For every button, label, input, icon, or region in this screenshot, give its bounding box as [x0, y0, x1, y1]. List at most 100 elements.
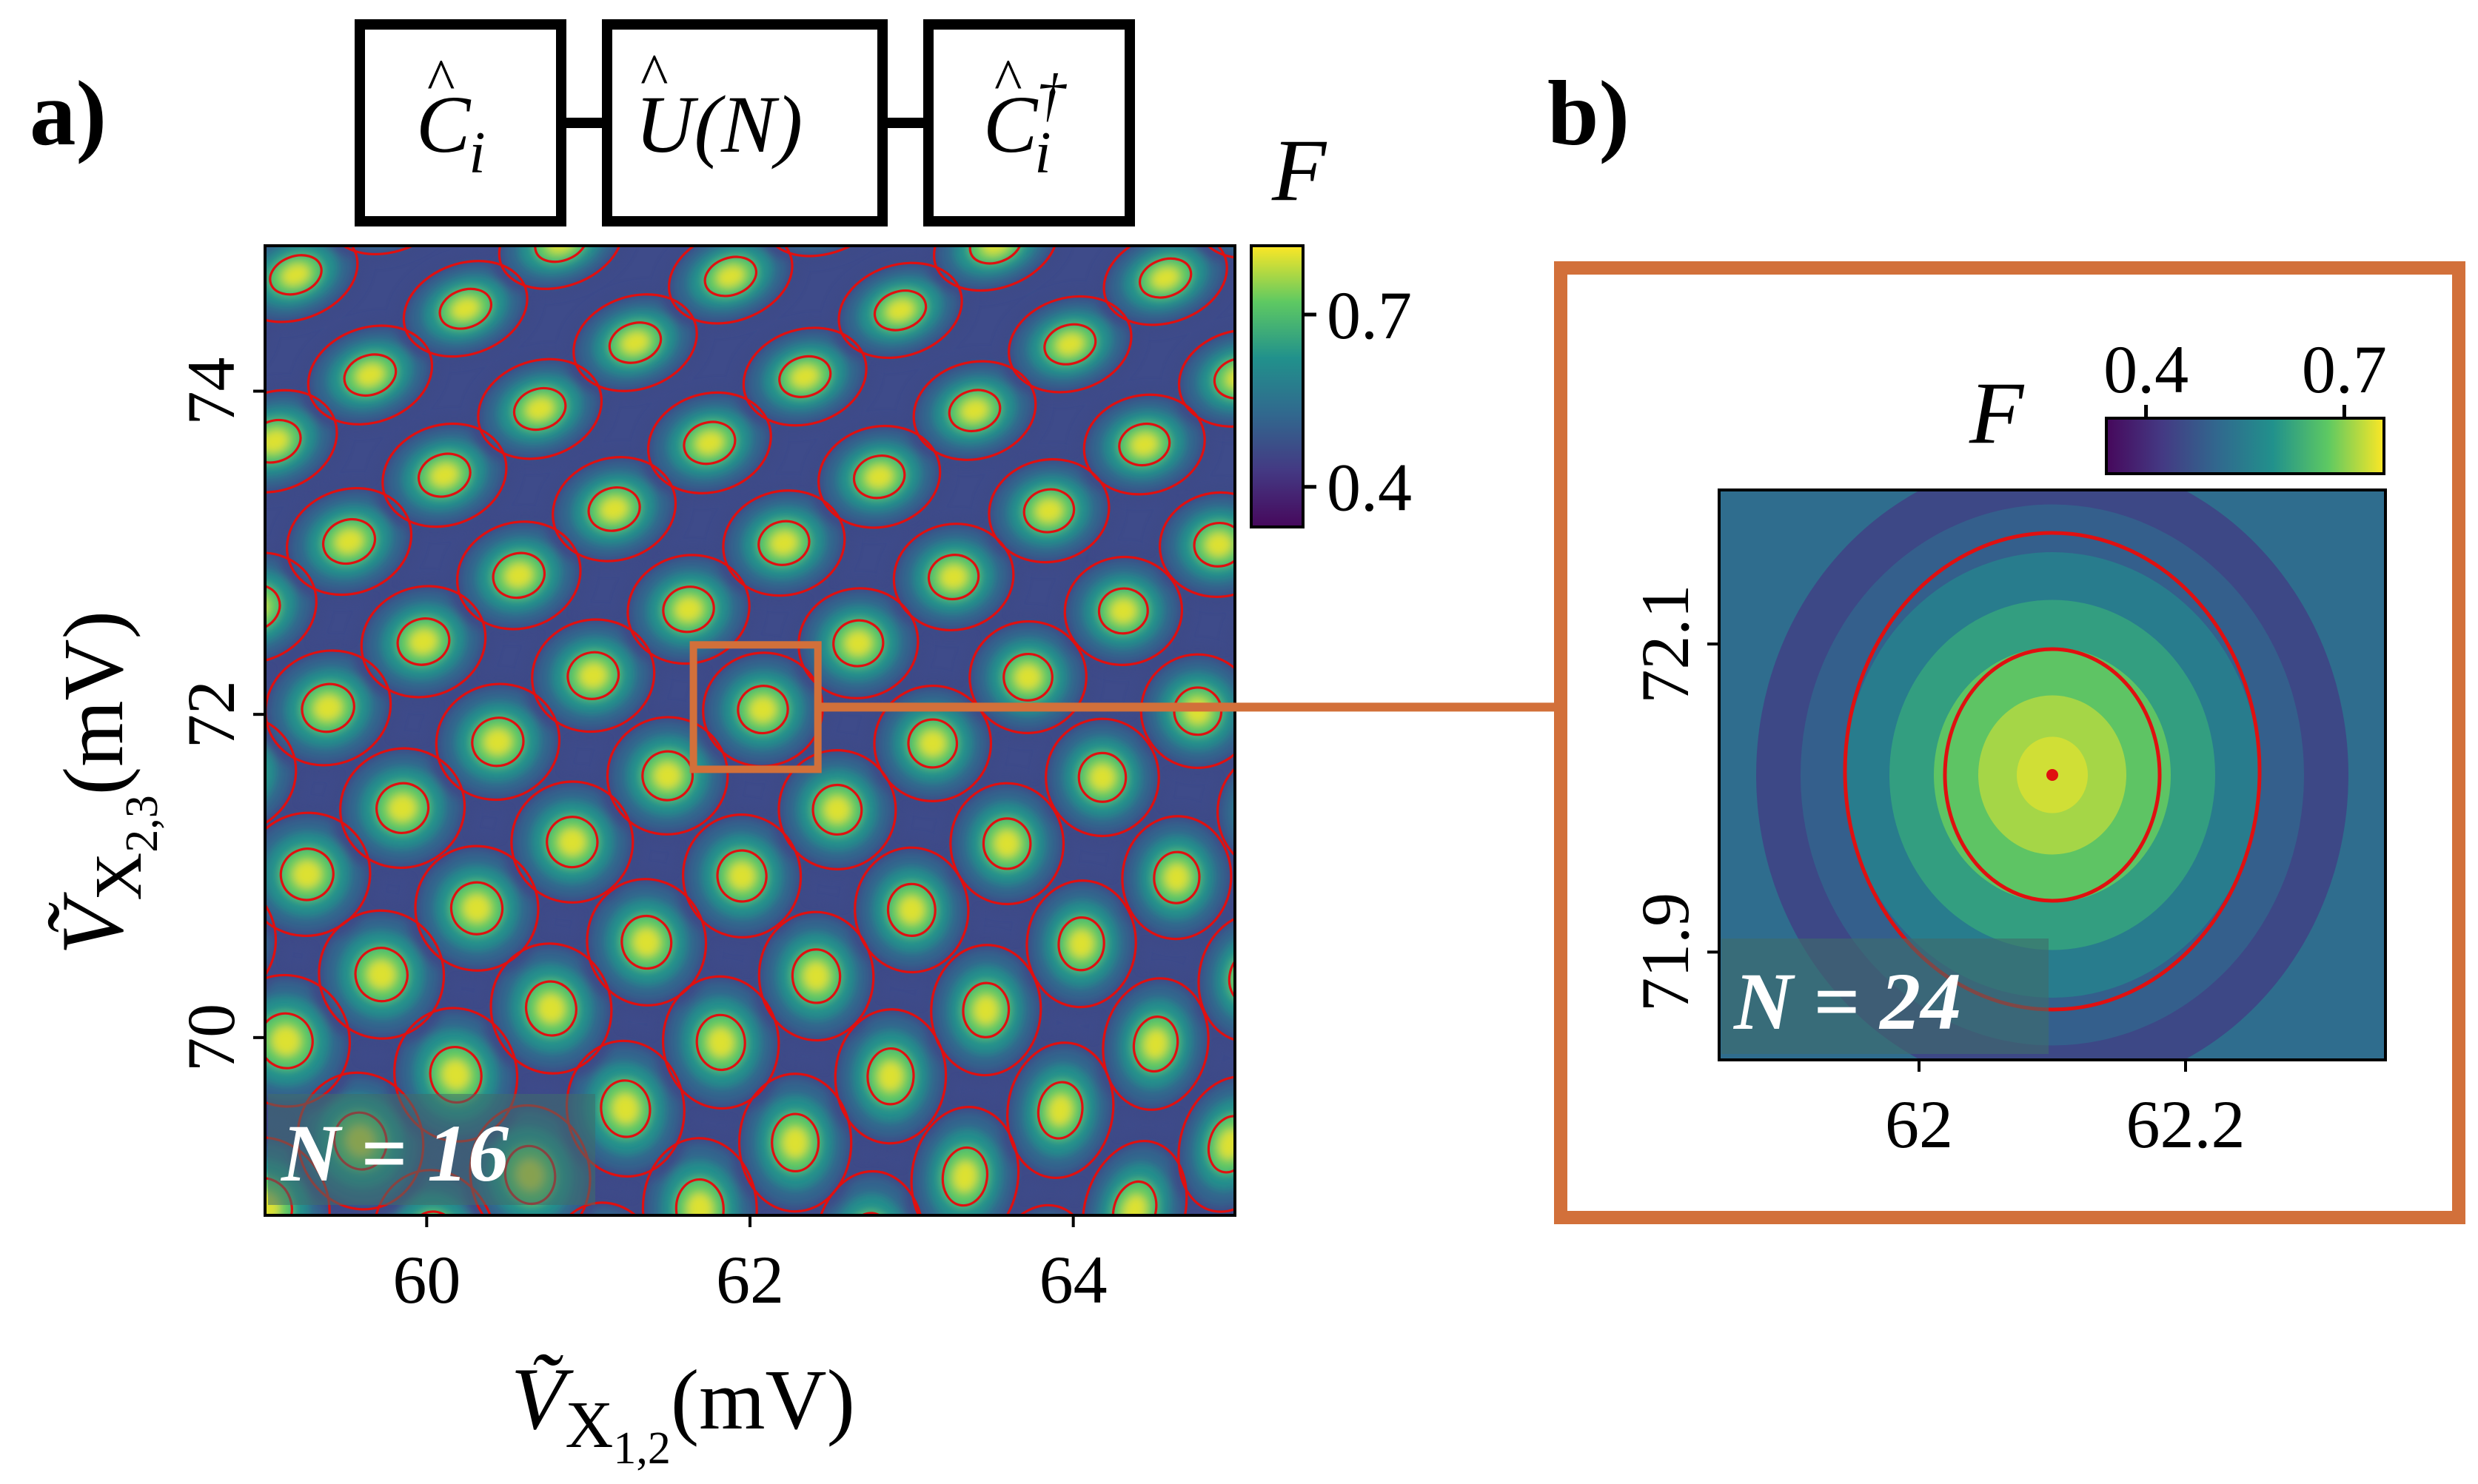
peak-glow [127, 460, 232, 556]
contour-outer [1232, 1160, 1376, 1329]
contour-outer [545, 1201, 664, 1215]
peak-glow [197, 740, 268, 808]
peak-glow [1218, 1129, 1235, 1160]
contour-outer [777, 749, 897, 870]
contour-inner [449, 881, 504, 936]
peak-glow [1280, 632, 1307, 658]
contour-outer [1197, 913, 1235, 1043]
contour-outer [834, 1008, 948, 1145]
contour-inner [1153, 850, 1201, 904]
contour-inner [265, 1012, 314, 1070]
contour-outer [814, 1169, 925, 1215]
contour-inner [1057, 916, 1105, 972]
contour-outer [1177, 1075, 1235, 1213]
contour-outer [477, 357, 603, 460]
contour-inner [608, 321, 663, 364]
contour-inner [492, 551, 546, 600]
circuit-box-c-dagger [923, 19, 1135, 226]
contour-inner [265, 418, 302, 464]
peak-glow [1014, 665, 1042, 690]
peak-glow [463, 894, 491, 922]
contour-inner [982, 817, 1032, 870]
contour-outer [402, 260, 529, 358]
contour-outer [1121, 815, 1233, 941]
peak-glow [135, 104, 307, 245]
peak-glow [1239, 592, 1348, 698]
contour-outer [1158, 491, 1235, 599]
x-tick-label-b: 62.2 [2126, 1087, 2246, 1162]
peak-glow [193, 922, 230, 959]
peak-glow [1279, 1024, 1371, 1132]
contour-outer [1234, 588, 1235, 702]
peak-glow [538, 993, 565, 1024]
contour-outer [510, 780, 634, 904]
peak-glow [130, 1232, 209, 1314]
peak-glow [1144, 1029, 1168, 1059]
contour-outer [817, 424, 942, 529]
peak-glow [109, 1210, 230, 1337]
contour-inner [343, 353, 398, 397]
operator-c: Ci [416, 79, 486, 186]
contour-inner [471, 716, 525, 768]
panel-b-label: b) [1547, 63, 1630, 165]
peak-glow [304, 1269, 375, 1346]
contour-inner [279, 847, 335, 902]
contour-outer [147, 114, 295, 235]
peak-glow [920, 731, 946, 756]
peak-glow [546, 246, 575, 253]
y-tick-label-a: 74 [173, 357, 249, 426]
peak-glow [590, 1258, 619, 1292]
contour-inner [811, 783, 863, 836]
peak-glow [1259, 797, 1285, 825]
peak-glow [205, 161, 238, 189]
n16-overlay-box [268, 1094, 595, 1205]
peak-glow [687, 1192, 713, 1215]
peak-glow [551, 1208, 658, 1215]
peak-glow [612, 1093, 639, 1124]
contour-outer [641, 1137, 758, 1215]
peak-glow [1227, 581, 1235, 709]
contour-inner [927, 554, 980, 601]
contour-outer [722, 489, 846, 597]
contour-inner [1022, 488, 1076, 534]
peak-glow [775, 167, 877, 252]
contour-inner [375, 782, 430, 834]
peak-glow [1238, 1166, 1370, 1322]
peak-glow [66, 1166, 273, 1381]
peak-glow [1164, 864, 1189, 892]
contour-outer [455, 520, 582, 631]
peak-glow [749, 696, 777, 722]
contour-inner [968, 246, 1023, 265]
colorbar-a-tick-label: 0.7 [1327, 278, 1412, 353]
peak-glow [791, 366, 819, 388]
contour-inner [512, 386, 567, 432]
contour-inner [587, 486, 641, 532]
contour-outer [606, 716, 729, 836]
peak-glow [265, 570, 297, 645]
peak-glow [1198, 345, 1235, 412]
n24-overlay-box [1721, 939, 2049, 1054]
peak-glow [1177, 1273, 1241, 1349]
colorbar-a-ticks: 0.4 0.7 [1303, 278, 1412, 526]
contour-outer [1102, 977, 1210, 1111]
contour-outer [531, 618, 656, 733]
contour-outer [626, 554, 751, 665]
contour-inner [177, 907, 246, 976]
peak-glow [1221, 1146, 1388, 1343]
peak-glow [1296, 1044, 1355, 1113]
contour-inner [683, 420, 737, 466]
contour-inner [695, 1013, 746, 1072]
peak-glow [1193, 1292, 1225, 1330]
colorbar-a-label: F [1271, 121, 1327, 219]
contour-inner [418, 452, 472, 498]
colorbar-b-tick-label: 0.4 [2103, 332, 2189, 407]
peak-glow [953, 1161, 977, 1192]
peak-glow [717, 266, 745, 287]
contour-outer-b [1843, 531, 2262, 1012]
contour-outer [414, 845, 540, 972]
peak-glow [483, 728, 512, 755]
y-tick-label-a: 70 [173, 1004, 249, 1072]
contour-inner [845, 1212, 894, 1215]
peak-glow [281, 264, 310, 286]
peak-glow [793, 183, 859, 238]
